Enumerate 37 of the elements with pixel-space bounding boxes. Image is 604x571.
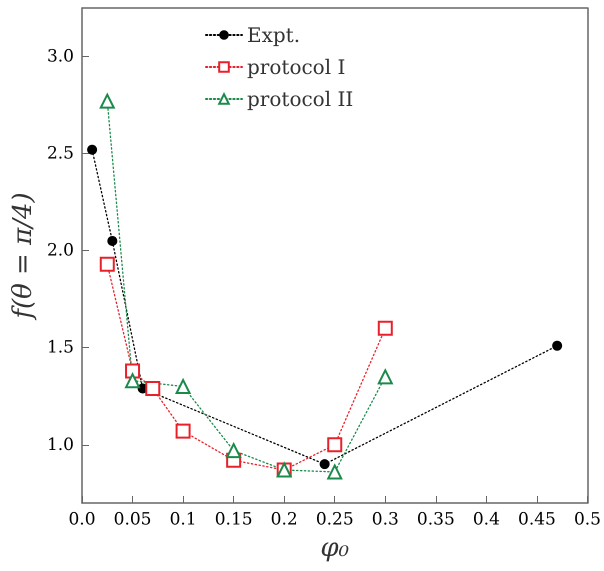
x-tick-label: 0.0 xyxy=(68,510,96,530)
x-tick-label: 0.35 xyxy=(416,510,455,530)
point xyxy=(327,437,342,452)
point xyxy=(552,340,562,351)
legend-label: Expt. xyxy=(247,23,300,47)
point xyxy=(125,373,140,388)
y-axis-title: f(θ = π/4) xyxy=(8,192,38,321)
x-axis-title: φ₀ xyxy=(320,533,350,563)
point xyxy=(320,459,330,470)
x-tick-label: 0.4 xyxy=(472,510,500,530)
point xyxy=(100,94,115,109)
x-tick-label: 0.15 xyxy=(214,510,253,530)
legend-label: protocol I xyxy=(247,55,346,79)
x-tick-label: 0.5 xyxy=(574,510,602,530)
point xyxy=(176,379,191,394)
x-tick-label: 0.2 xyxy=(270,510,298,530)
y-tick-label: 2.5 xyxy=(46,144,74,164)
point xyxy=(107,236,118,246)
x-tick-label: 0.25 xyxy=(316,510,354,530)
y-tick-label: 2.0 xyxy=(46,240,74,261)
point xyxy=(226,443,242,458)
legend-label: protocol II xyxy=(247,87,354,111)
y-tick-label: 3.0 xyxy=(46,46,74,67)
point xyxy=(327,464,342,480)
point xyxy=(87,144,98,155)
x-tick-label: 0.05 xyxy=(114,510,152,530)
point xyxy=(145,380,160,396)
x-tick-label: 0.1 xyxy=(170,510,197,530)
point xyxy=(176,424,191,439)
point xyxy=(100,256,115,272)
point xyxy=(125,364,140,378)
x-tick-label: 0.45 xyxy=(518,510,556,530)
y-tick-label: 1.5 xyxy=(46,338,74,358)
point xyxy=(378,369,393,384)
y-tick-label: 1.0 xyxy=(46,434,74,455)
x-tick-label: 0.3 xyxy=(372,510,399,530)
point xyxy=(378,320,393,336)
